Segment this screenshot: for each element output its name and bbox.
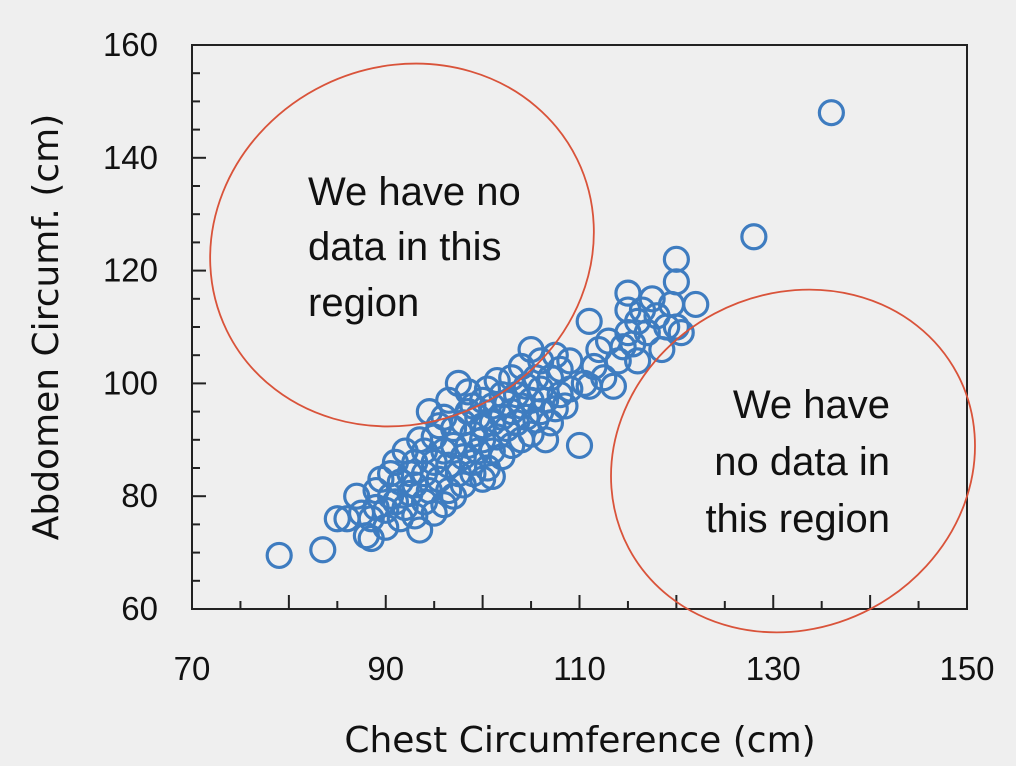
data-point [536,409,565,437]
y-tick-labels: 60 80 100 120 140 160 [103,26,158,627]
data-point [604,347,632,375]
data-point [565,431,594,460]
data-point [541,341,569,369]
y-tick-label: 160 [103,26,158,63]
data-point [483,366,511,395]
no-data-region-lower-right: We have no data in this region [610,288,976,634]
region-label-lower-right-line-2: no data in [714,440,890,484]
region-label-upper-left-line-2: data in this [308,225,501,269]
data-point [556,375,584,403]
x-tick-label: 150 [939,650,994,687]
region-ellipse-lower-right [610,288,976,634]
data-point [667,319,695,347]
y-tick-label: 100 [103,364,158,401]
data-point [391,493,419,522]
data-point [575,307,603,335]
data-point [444,369,473,397]
no-data-region-upper-left: We have no data in this region [209,62,595,428]
x-tick-label: 110 [553,650,606,687]
data-point [682,290,710,319]
data-point [624,347,652,375]
data-point [551,392,579,420]
y-tick-label: 120 [103,252,158,289]
region-label-lower-right-line-3: this region [705,497,890,541]
data-point [590,364,618,392]
data-point [372,496,400,524]
region-label-upper-left-line-3: region [308,281,419,325]
x-tick-labels: 70 90 110 130 150 [174,650,995,687]
data-point [265,541,293,570]
region-label-upper-left-line-1: We have no [308,170,521,214]
data-point [662,245,690,273]
data-point [599,372,628,400]
y-tick-label: 80 [121,477,158,514]
data-point [372,513,400,541]
y-tick-label: 140 [103,139,158,176]
data-points [265,99,845,570]
x-tick-label: 130 [746,650,801,687]
data-point [531,426,560,454]
y-axis-title: Abdomen Circumf. (cm) [26,114,67,541]
tick-marks [191,44,968,610]
data-point [309,536,337,564]
data-point [662,268,690,296]
y-tick-label: 60 [121,590,158,627]
data-point [648,335,676,364]
data-point [638,285,666,313]
region-label-lower-right-line-1: We have [733,383,890,427]
x-axis-title: Chest Circumference (cm) [344,720,815,761]
data-point [406,516,434,544]
data-point [420,499,448,527]
data-point [430,491,458,519]
data-point [454,378,482,406]
x-tick-label: 70 [174,650,211,687]
region-ellipse-upper-left [209,62,595,428]
data-point [401,502,429,530]
x-tick-label: 90 [367,650,404,687]
data-point [817,99,845,127]
data-point [740,223,768,251]
